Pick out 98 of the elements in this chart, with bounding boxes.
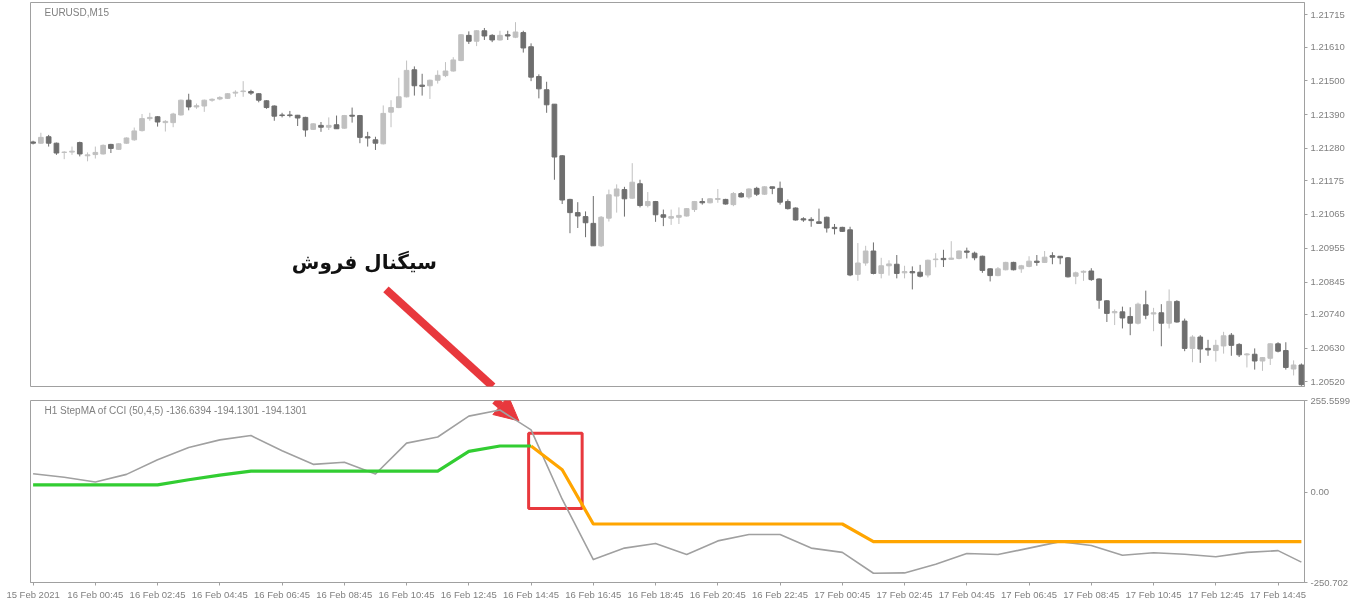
candlestick	[69, 146, 75, 156]
x-tick-label: 16 Feb 20:45	[689, 588, 746, 600]
candlestick	[855, 242, 861, 282]
x-tick-label: 16 Feb 04:45	[191, 588, 248, 600]
candlestick	[637, 179, 643, 208]
candlestick	[287, 110, 293, 118]
line-series	[31, 444, 533, 487]
x-tick-label: 17 Feb 08:45	[1063, 588, 1120, 600]
x-tick-label: 15 Feb 2021	[6, 588, 60, 600]
x-tick-label: 16 Feb 16:45	[565, 588, 622, 600]
line-series	[529, 444, 1303, 544]
x-tick-label: 17 Feb 12:45	[1187, 588, 1244, 600]
candlestick	[357, 114, 363, 144]
x-tick-label: 17 Feb 04:45	[938, 588, 995, 600]
candlestick	[862, 245, 869, 267]
candlestick	[878, 257, 885, 279]
y-tick-label: 1.20740	[1310, 308, 1345, 320]
candlestick	[1220, 331, 1227, 355]
candlestick	[1251, 347, 1258, 371]
y-tick-label: 255.5599	[1310, 394, 1351, 406]
y-tick-label: 1.20845	[1310, 276, 1345, 288]
x-tick-label: 16 Feb 08:45	[316, 588, 373, 600]
candlestick	[582, 210, 589, 238]
candlestick	[606, 189, 612, 223]
candlestick	[777, 181, 783, 206]
candlestick	[1174, 299, 1180, 324]
candlestick	[1212, 339, 1219, 363]
y-tick-label: 1.20630	[1310, 342, 1345, 354]
candlestick	[388, 99, 394, 128]
candlestick	[1267, 342, 1274, 366]
candlestick	[1205, 339, 1211, 357]
candlestick	[1142, 290, 1149, 320]
chart-title: H1 StepMA of CCI (50,4,5) -136.6394 -194.1301 -194.1301	[44, 404, 308, 416]
candlestick	[629, 162, 636, 200]
candlestick	[536, 73, 542, 99]
x-tick-label: 16 Feb 12:45	[440, 588, 497, 600]
x-tick-label: 16 Feb 00:45	[67, 588, 124, 600]
candlestick	[1158, 303, 1165, 347]
candlestick	[162, 119, 169, 133]
candlestick	[1096, 277, 1102, 310]
candlestick	[886, 259, 892, 277]
x-tick-label: 16 Feb 10:45	[378, 588, 435, 600]
candlestick	[1127, 306, 1134, 336]
x-tick-label: 17 Feb 14:45	[1250, 588, 1307, 600]
x-tick-label: 16 Feb 14:45	[503, 588, 560, 600]
y-tick-label: -250.702	[1310, 576, 1349, 588]
candlestick	[1150, 307, 1157, 332]
x-tick-label: 17 Feb 02:45	[876, 588, 933, 600]
annotation: سیگنال فروش	[291, 249, 437, 274]
y-tick-label: 0.00	[1310, 486, 1329, 498]
candlestick	[917, 264, 923, 278]
candlestick	[1104, 299, 1110, 323]
y-tick-label: 1.21500	[1310, 74, 1345, 86]
candlestick	[349, 107, 355, 124]
y-tick-label: 1.21065	[1310, 208, 1345, 220]
candlestick	[318, 121, 324, 133]
y-tick-label: 1.20955	[1310, 242, 1345, 254]
candlestick	[574, 201, 581, 229]
candlestick	[1166, 288, 1172, 329]
y-tick-label: 1.20520	[1310, 375, 1345, 387]
x-tick-label: 17 Feb 10:45	[1125, 588, 1182, 600]
candlestick	[948, 240, 955, 261]
candlestick	[870, 241, 877, 275]
x-tick-label: 17 Feb 00:45	[814, 588, 871, 600]
candlestick	[1119, 306, 1126, 329]
candlestick	[1282, 341, 1289, 371]
candlestick	[909, 265, 916, 290]
candlestick	[1228, 332, 1235, 357]
candlestick	[567, 198, 573, 234]
chart-title: EURUSD,M15	[44, 6, 110, 18]
candlestick	[590, 195, 597, 247]
x-tick-label: 16 Feb 02:45	[129, 588, 186, 600]
candlestick	[395, 77, 402, 109]
candlestick	[1197, 334, 1204, 364]
candlestick	[520, 30, 527, 54]
candlestick	[411, 65, 418, 97]
candlestick	[1080, 269, 1087, 282]
y-tick-label: 1.21390	[1310, 108, 1345, 120]
y-tick-label: 1.21610	[1310, 41, 1345, 53]
candlestick	[676, 206, 682, 225]
candlestick	[613, 183, 620, 214]
candlestick	[893, 254, 900, 279]
candlestick	[209, 97, 215, 103]
candlestick	[1244, 352, 1250, 368]
candlestick	[1189, 334, 1196, 363]
x-tick-label: 17 Feb 06:45	[1001, 588, 1058, 600]
y-tick-label: 1.21280	[1310, 142, 1345, 154]
candlestick	[419, 73, 425, 97]
candlestick	[816, 208, 822, 224]
candlestick	[668, 209, 674, 226]
candlestick	[621, 186, 628, 218]
candlestick	[1026, 255, 1032, 268]
x-tick-label: 16 Feb 06:45	[254, 588, 311, 600]
x-tick-label: 16 Feb 18:45	[627, 588, 684, 600]
y-tick-label: 1.21715	[1310, 8, 1345, 20]
x-tick-label: 16 Feb 22:45	[752, 588, 809, 600]
candlestick	[1298, 362, 1305, 387]
y-tick-label: 1.21175	[1310, 174, 1345, 186]
